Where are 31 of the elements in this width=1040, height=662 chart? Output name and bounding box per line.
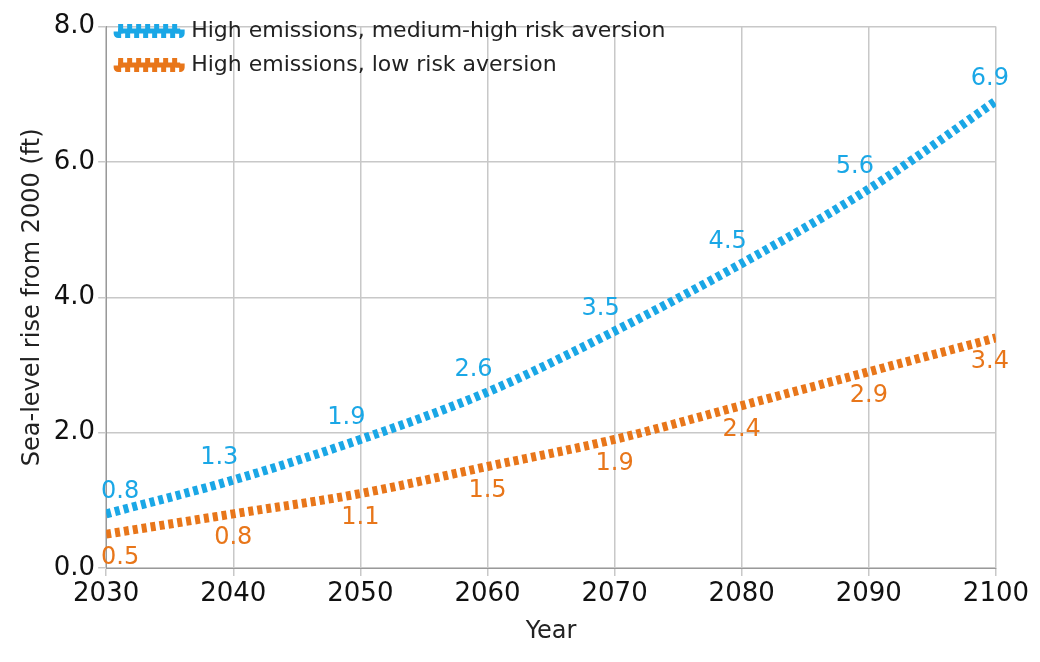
- x-tick-label: 2090: [835, 577, 902, 608]
- x-tick-label: 2070: [581, 577, 648, 608]
- x-tick-label: 2050: [327, 577, 394, 608]
- data-label: 2.6: [454, 354, 493, 383]
- data-label: 6.9: [970, 63, 1009, 92]
- data-label: 3.4: [970, 346, 1009, 375]
- data-label: 1.3: [200, 442, 239, 471]
- data-label: 2.9: [849, 379, 888, 408]
- y-tick-label: 4.0: [53, 280, 96, 311]
- x-tick-label: 2040: [200, 577, 267, 608]
- data-label: 0.8: [214, 522, 253, 551]
- data-label: 2.4: [722, 413, 761, 442]
- x-tick-label: 2080: [708, 577, 775, 608]
- y-axis-title: Sea-level rise from 2000 (ft): [16, 128, 45, 467]
- legend-label: High emissions, medium-high risk aversion: [191, 16, 666, 42]
- data-label: 0.5: [101, 542, 140, 571]
- y-tick-label: 8.0: [53, 9, 96, 40]
- y-tick-label: 6.0: [53, 144, 96, 175]
- data-label: 5.6: [835, 151, 874, 180]
- data-label: 1.5: [468, 474, 507, 503]
- y-tick-label: 2.0: [53, 415, 96, 446]
- data-label: 1.9: [595, 447, 634, 476]
- legend-label: High emissions, low risk aversion: [191, 50, 557, 76]
- data-label: 3.5: [581, 293, 620, 322]
- data-label: 0.8: [101, 476, 140, 505]
- x-axis-title: Year: [524, 615, 577, 644]
- data-label: 1.1: [341, 501, 380, 530]
- x-tick-label: 2060: [454, 577, 521, 608]
- data-label: 4.5: [708, 225, 747, 254]
- x-tick-label: 2100: [962, 577, 1029, 608]
- data-label: 1.9: [327, 401, 366, 430]
